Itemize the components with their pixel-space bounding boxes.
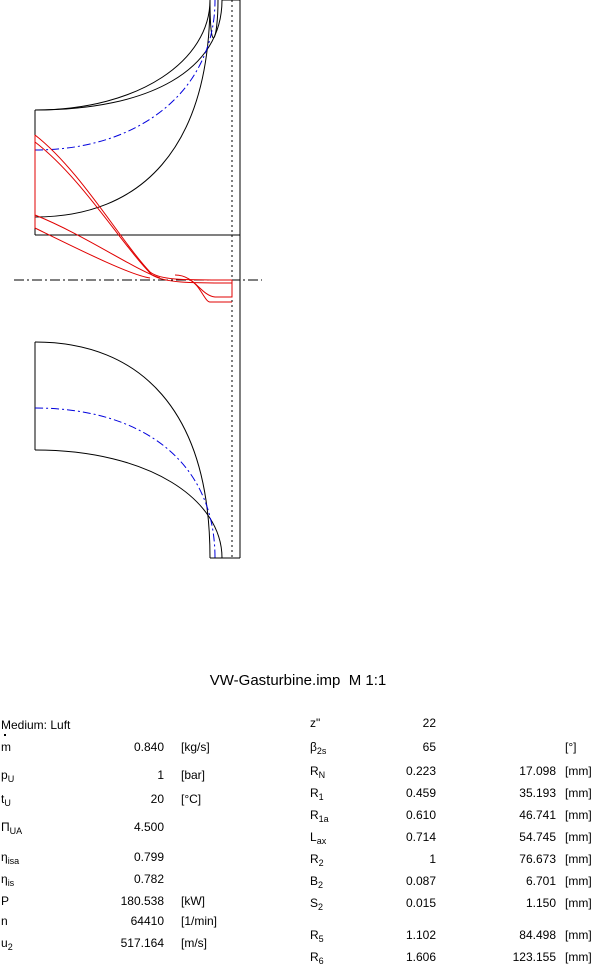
blade-inner-edge [35, 215, 160, 278]
right-param-ratio: 1.102 [360, 928, 436, 942]
right-param-mm: 17.098 [470, 764, 556, 778]
right-param-ratio: 1.606 [360, 950, 436, 964]
left-param-value: 0.799 [90, 850, 164, 864]
right-param-mm: 46.741 [470, 808, 556, 822]
left-param-unit: [°C] [181, 792, 251, 806]
right-param-unit: [mm] [565, 786, 596, 800]
left-param-value: 64410 [90, 914, 164, 928]
right-param-unit: [mm] [565, 950, 596, 964]
left-param-unit: [kW] [181, 894, 251, 908]
left-param-value: 180.538 [90, 894, 164, 908]
left-param-value: 0.840 [90, 740, 164, 754]
right-param-ratio: 0.087 [360, 874, 436, 888]
left-param-unit: [kg/s] [181, 740, 251, 754]
left-param-symbol: P [1, 894, 91, 908]
medium-label: Medium: Luft [1, 718, 70, 732]
top-outer-arc [35, 0, 210, 110]
left-param-value: 20 [90, 792, 164, 806]
right-param-ratio: 22 [360, 716, 436, 730]
right-param-unit: [°] [565, 740, 596, 754]
left-param-symbol: ηisa [1, 850, 91, 864]
right-param-mm: 1.150 [470, 896, 556, 910]
right-param-mm: 123.155 [470, 950, 556, 964]
right-param-ratio: 0.015 [360, 896, 436, 910]
right-param-mm: 35.193 [470, 786, 556, 800]
blade-hub-contour [35, 135, 232, 280]
right-param-mm: 84.498 [470, 928, 556, 942]
bottom-outer-shroud [35, 450, 222, 558]
top-outer-shroud [35, 0, 222, 110]
right-param-ratio: 0.459 [360, 786, 436, 800]
left-param-value: 517.164 [90, 936, 164, 950]
scale-label: M 1:1 [349, 672, 387, 689]
left-param-symbol: ηis [1, 872, 91, 886]
right-param-ratio: 1 [360, 852, 436, 866]
drawing-title: VW-Gasturbine.imp M 1:1 [0, 672, 596, 689]
left-param-symbol: u2 [1, 936, 91, 950]
left-param-value: 0.782 [90, 872, 164, 886]
right-param-ratio: 0.610 [360, 808, 436, 822]
left-param-unit: [bar] [181, 768, 251, 782]
right-param-unit: [mm] [565, 764, 596, 778]
right-param-mm: 54.745 [470, 830, 556, 844]
right-param-ratio: 0.714 [360, 830, 436, 844]
right-param-unit: [mm] [565, 852, 596, 866]
left-param-unit: [m/s] [181, 936, 251, 950]
left-param-symbol: m [1, 740, 91, 754]
top-midline [35, 0, 215, 150]
right-param-unit: [mm] [565, 928, 596, 942]
left-param-symbol: n [1, 914, 91, 928]
right-param-unit: [mm] [565, 874, 596, 888]
right-param-unit: [mm] [565, 830, 596, 844]
left-param-value: 1 [90, 768, 164, 782]
right-param-mm: 6.701 [470, 874, 556, 888]
impeller-meridional-drawing [0, 0, 596, 660]
right-param-ratio: 0.223 [360, 764, 436, 778]
right-param-unit: [mm] [565, 896, 596, 910]
bottom-midline [35, 408, 215, 558]
left-param-symbol: ΠUA [1, 820, 91, 834]
bottom-housing-arc [35, 342, 210, 558]
left-param-unit: [1/min] [181, 914, 251, 928]
left-param-symbol: tU [1, 792, 91, 806]
mass-flow-dot [4, 734, 6, 736]
left-param-value: 4.500 [90, 820, 164, 834]
left-param-symbol: pU [1, 768, 91, 782]
blade-tip [175, 275, 232, 297]
file-name: VW-Gasturbine.imp [210, 672, 341, 689]
right-param-ratio: 65 [360, 740, 436, 754]
right-param-mm: 76.673 [470, 852, 556, 866]
right-param-unit: [mm] [565, 808, 596, 822]
